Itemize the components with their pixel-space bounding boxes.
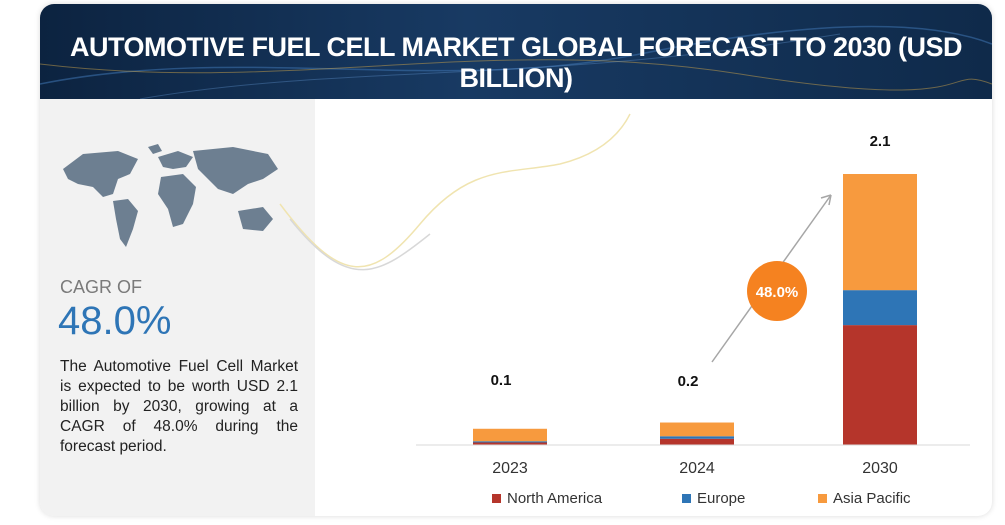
cagr-badge-circle	[747, 261, 807, 321]
bar-2024-north-america	[660, 438, 734, 445]
cagr-badge-label: 48.0%	[756, 284, 799, 301]
decorative-swirl-2	[289, 218, 431, 271]
banner-light-streaks	[40, 25, 992, 99]
bar-2030-north-america	[843, 325, 917, 445]
legend-item-north-america: North America	[492, 490, 602, 507]
world-map-icon	[63, 144, 278, 247]
decorative-swirl	[279, 113, 631, 268]
bar-2023-asia-pacific	[473, 428, 547, 442]
infographic-card: AUTOMOTIVE FUEL CELL MARKET GLOBAL FOREC…	[40, 4, 992, 516]
cagr-label: CAGR OF	[60, 277, 143, 297]
legend-label: Europe	[697, 490, 746, 507]
x-tick-label-2023: 2023	[492, 460, 528, 477]
cagr-value: 48.0%	[58, 299, 172, 343]
page-title: AUTOMOTIVE FUEL CELL MARKET GLOBAL FOREC…	[69, 32, 963, 93]
bar-2030-europe	[843, 290, 917, 326]
legend-swatch	[818, 494, 827, 503]
legend-swatch	[492, 494, 501, 503]
legend-swatch	[682, 494, 691, 503]
legend-label: Asia Pacific	[833, 490, 911, 507]
bar-2023-north-america	[473, 442, 547, 445]
legend-label: North America	[507, 490, 603, 507]
title-banner: AUTOMOTIVE FUEL CELL MARKET GLOBAL FOREC…	[40, 4, 992, 99]
bar-2024-asia-pacific	[660, 422, 734, 437]
x-tick-label-2024: 2024	[679, 460, 715, 477]
legend-item-asia-pacific: Asia Pacific	[818, 490, 911, 507]
legend-item-europe: Europe	[682, 490, 745, 507]
total-label-2030: 2.1	[870, 133, 891, 150]
total-label-2024: 0.2	[678, 373, 699, 390]
bar-2024-europe	[660, 436, 734, 439]
bar-2030-asia-pacific	[843, 174, 917, 291]
stacked-bar-chart: 0.1 2023 0.2 2024 2.1 2030 48.0%	[279, 113, 970, 477]
summary-panel: CAGR OF 48.0% The Automotive Fuel Cell M…	[40, 99, 315, 516]
bar-2023-europe	[473, 441, 547, 443]
growth-arrowhead	[820, 194, 832, 206]
total-label-2023: 0.1	[491, 372, 512, 389]
x-tick-label-2030: 2030	[862, 460, 898, 477]
market-description: The Automotive Fuel Cell Market is expec…	[60, 358, 298, 455]
